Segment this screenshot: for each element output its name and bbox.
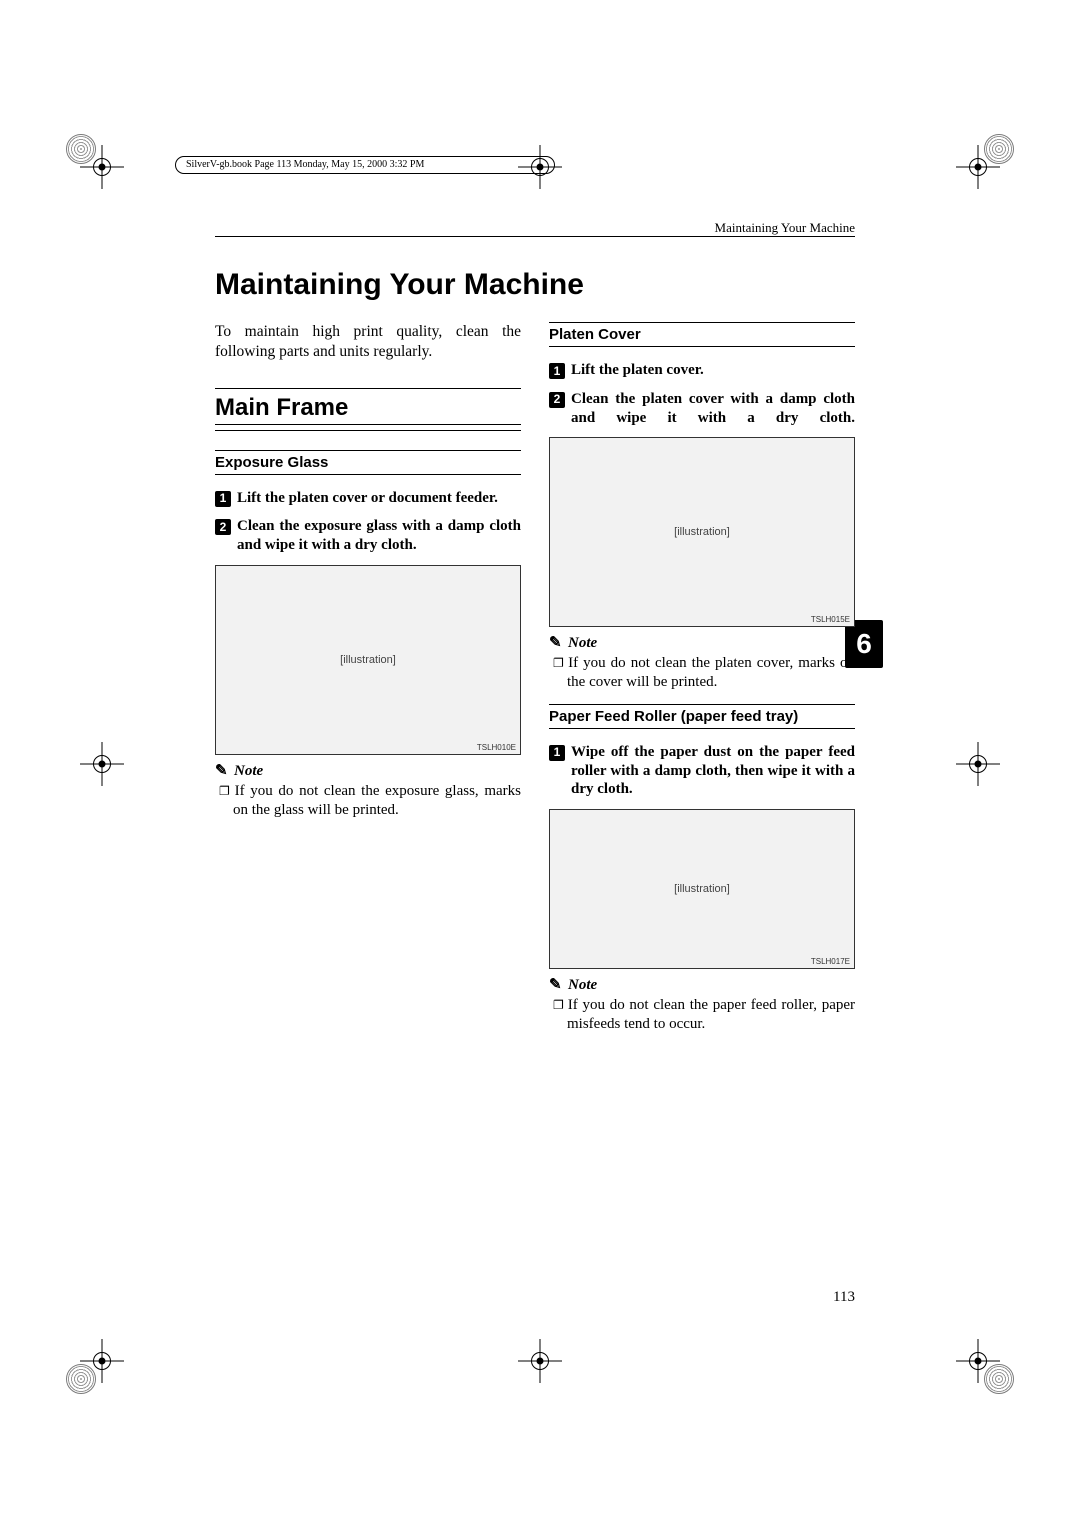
- main-frame-heading: Main Frame: [215, 388, 521, 432]
- right-column: Platen Cover 1 Lift the platen cover. 2 …: [549, 322, 855, 1034]
- step-1: 1 Wipe off the paper dust on the paper f…: [549, 743, 855, 799]
- step-number-icon: 1: [215, 491, 231, 507]
- figure-code: TSLH010E: [477, 743, 516, 752]
- step-text: Lift the platen cover.: [571, 361, 704, 380]
- crop-mark-icon: [518, 1339, 562, 1383]
- crop-mark-icon: [66, 1364, 96, 1394]
- crop-mark-icon: [80, 1339, 124, 1383]
- figure-placeholder: [illustration]: [674, 526, 730, 538]
- figure-placeholder: [illustration]: [340, 654, 396, 666]
- figure-paper-feed-roller: [illustration] TSLH017E: [549, 809, 855, 969]
- step-1: 1 Lift the platen cover or document feed…: [215, 489, 521, 508]
- paper-feed-roller-heading: Paper Feed Roller (paper feed tray): [549, 704, 855, 729]
- step-1: 1 Lift the platen cover.: [549, 361, 855, 380]
- platen-cover-heading: Platen Cover: [549, 322, 855, 347]
- note-label: Note: [568, 635, 597, 651]
- crop-mark-icon: [956, 1339, 1000, 1383]
- step-text: Lift the platen cover or document feeder…: [237, 489, 498, 508]
- crop-mark-icon: [984, 134, 1014, 164]
- step-number-icon: 2: [549, 392, 565, 408]
- left-column: To maintain high print quality, clean th…: [215, 322, 521, 1034]
- step-2: 2 Clean the platen cover with a damp clo…: [549, 390, 855, 428]
- note-label: Note: [568, 977, 597, 993]
- figure-placeholder: [illustration]: [674, 883, 730, 895]
- step-2: 2 Clean the exposure glass with a damp c…: [215, 517, 521, 555]
- crop-mark-icon: [956, 742, 1000, 786]
- bookmark-tag: SilverV-gb.book Page 113 Monday, May 15,…: [175, 156, 555, 174]
- crop-mark-icon: [956, 145, 1000, 189]
- page-number: 113: [833, 1289, 855, 1306]
- note-heading: ✎ Note: [215, 761, 521, 780]
- crop-mark-icon: [80, 742, 124, 786]
- running-head: Maintaining Your Machine: [715, 220, 855, 236]
- crop-mark-icon: [80, 145, 124, 189]
- pencil-icon: ✎: [215, 761, 230, 776]
- figure-platen-cover: [illustration] TSLH015E: [549, 437, 855, 627]
- step-number-icon: 2: [215, 519, 231, 535]
- page-body: SilverV-gb.book Page 113 Monday, May 15,…: [215, 220, 855, 1300]
- crop-mark-icon: [984, 1364, 1014, 1394]
- step-text: Wipe off the paper dust on the paper fee…: [571, 743, 855, 799]
- note-text: If you do not clean the exposure glass, …: [215, 782, 521, 820]
- h2-label: Main Frame: [215, 390, 521, 424]
- figure-exposure-glass: [illustration] TSLH010E: [215, 565, 521, 755]
- figure-code: TSLH015E: [811, 615, 850, 624]
- note-label: Note: [234, 763, 263, 779]
- pencil-icon: ✎: [549, 975, 564, 990]
- page-title: Maintaining Your Machine: [215, 268, 584, 302]
- header-rule: [215, 236, 855, 237]
- exposure-glass-heading: Exposure Glass: [215, 450, 521, 475]
- note-text: If you do not clean the paper feed rolle…: [549, 996, 855, 1034]
- note-heading: ✎ Note: [549, 633, 855, 652]
- note-text: If you do not clean the platen cover, ma…: [549, 654, 855, 692]
- step-text: Clean the platen cover with a damp cloth…: [571, 390, 855, 428]
- crop-mark-icon: [66, 134, 96, 164]
- intro-text: To maintain high print quality, clean th…: [215, 322, 521, 362]
- step-number-icon: 1: [549, 745, 565, 761]
- figure-code: TSLH017E: [811, 957, 850, 966]
- pencil-icon: ✎: [549, 633, 564, 648]
- step-number-icon: 1: [549, 363, 565, 379]
- note-heading: ✎ Note: [549, 975, 855, 994]
- step-text: Clean the exposure glass with a damp clo…: [237, 517, 521, 555]
